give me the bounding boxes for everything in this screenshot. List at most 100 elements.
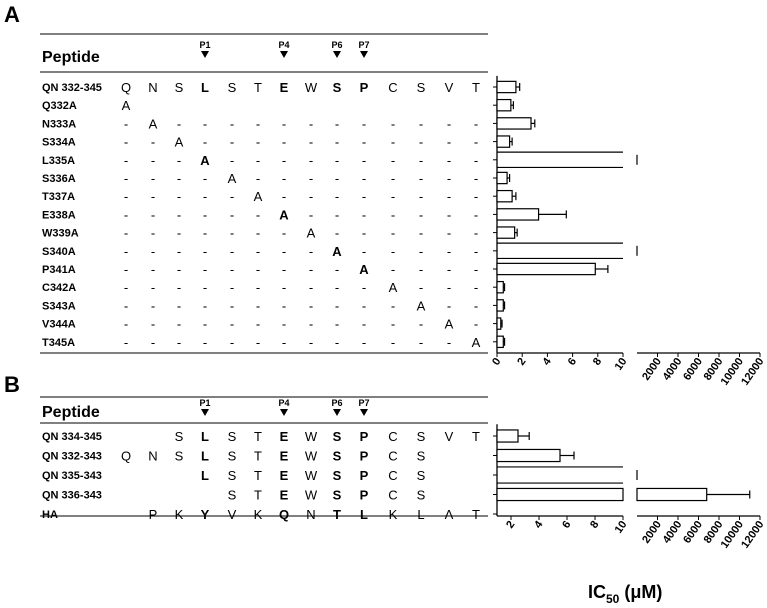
residue-cell: - xyxy=(335,116,339,131)
residue-cell: A xyxy=(149,116,158,131)
residue-cell: - xyxy=(447,244,451,259)
position-label: P1 xyxy=(199,398,210,408)
residue-cell: - xyxy=(335,207,339,222)
position-label: P6 xyxy=(331,398,342,408)
residue-cell: - xyxy=(447,171,451,186)
position-arrow-icon xyxy=(280,51,288,58)
residue-cell: - xyxy=(151,207,155,222)
residue-cell: - xyxy=(419,226,423,241)
residue-cell: - xyxy=(419,116,423,131)
x-tick-label: 2 xyxy=(515,356,528,368)
residue-cell: P xyxy=(360,488,369,503)
residue-cell: - xyxy=(230,298,234,313)
residue-cell: - xyxy=(151,171,155,186)
bar xyxy=(496,98,512,112)
residue-cell: - xyxy=(309,135,313,150)
residue-cell: - xyxy=(391,189,395,204)
residue-cell: - xyxy=(203,171,207,186)
row-label: QN 334-345 xyxy=(42,431,102,443)
residue-cell: - xyxy=(177,244,181,259)
residue-cell: - xyxy=(230,317,234,332)
residue-cell: S xyxy=(228,429,237,444)
row-label: Q332A xyxy=(42,100,77,112)
row-label: L335A xyxy=(42,155,75,167)
residue-cell: E xyxy=(280,429,289,444)
residue-cell: - xyxy=(474,226,478,241)
residue-cell: S xyxy=(333,429,342,444)
row-label: QN 332-345 xyxy=(42,82,102,94)
residue-cell: - xyxy=(282,116,286,131)
residue-cell: S xyxy=(175,449,184,464)
position-arrow-icon xyxy=(333,51,341,58)
residue-cell: - xyxy=(151,280,155,295)
residue-cell: - xyxy=(230,244,234,259)
bar xyxy=(496,117,532,130)
residue-cell: T xyxy=(254,488,262,503)
residue-cell: - xyxy=(230,207,234,222)
residue-cell: - xyxy=(282,135,286,150)
residue-cell: - xyxy=(151,298,155,313)
residue-cell: - xyxy=(230,335,234,350)
residue-cell: A xyxy=(307,226,316,241)
residue-cell: - xyxy=(256,171,260,186)
x-tick-label: 0 xyxy=(490,356,503,368)
panel-a-header: Peptide xyxy=(42,49,100,66)
residue-cell: - xyxy=(151,189,155,204)
residue-cell: - xyxy=(151,153,155,168)
residue-cell: - xyxy=(419,171,423,186)
residue-cell: T xyxy=(254,80,262,95)
residue-cell: - xyxy=(203,189,207,204)
residue-cell: - xyxy=(282,244,286,259)
row-label: S336A xyxy=(42,173,76,185)
residue-cell: - xyxy=(419,135,423,150)
residue-cell: - xyxy=(151,262,155,277)
residue-cell: - xyxy=(151,244,155,259)
residue-cell: V xyxy=(445,80,454,95)
residue-cell: - xyxy=(177,335,181,350)
position-label: P4 xyxy=(278,40,289,50)
residue-cell: - xyxy=(256,244,260,259)
residue-cell: - xyxy=(447,207,451,222)
residue-cell: C xyxy=(388,449,397,464)
residue-cell: - xyxy=(203,335,207,350)
residue-cell: - xyxy=(474,153,478,168)
residue-cell: - xyxy=(391,207,395,222)
bar xyxy=(496,262,596,276)
residue-cell: - xyxy=(282,153,286,168)
residue-cell: - xyxy=(151,335,155,350)
residue-cell: E xyxy=(280,80,289,95)
residue-cell: - xyxy=(256,298,260,313)
residue-cell: C xyxy=(388,429,397,444)
residue-cell: E xyxy=(280,449,289,464)
residue-cell: - xyxy=(335,262,339,277)
x-tick-label: 6000 xyxy=(681,519,705,546)
residue-cell: - xyxy=(447,298,451,313)
residue-cell: - xyxy=(309,189,313,204)
residue-cell: - xyxy=(230,116,234,131)
residue-cell: - xyxy=(282,171,286,186)
residue-cell: S xyxy=(175,80,184,95)
residue-cell: A xyxy=(228,171,237,186)
residue-cell: - xyxy=(419,317,423,332)
residue-cell: W xyxy=(305,429,318,444)
residue-cell: - xyxy=(362,116,366,131)
residue-cell: A xyxy=(445,507,454,522)
residue-cell: - xyxy=(391,116,395,131)
residue-cell: S xyxy=(333,488,342,503)
x-axis-label: IC50 (μM) xyxy=(588,582,662,606)
residue-cell: - xyxy=(474,135,478,150)
residue-cell: - xyxy=(177,317,181,332)
residue-cell: - xyxy=(419,335,423,350)
residue-cell: - xyxy=(151,226,155,241)
residue-cell: - xyxy=(362,280,366,295)
row-label: V344A xyxy=(42,319,76,331)
x-tick-label: 2000 xyxy=(640,519,664,546)
residue-cell: - xyxy=(124,135,128,150)
residue-cell: C xyxy=(388,468,397,483)
x-tick-label: 4 xyxy=(541,355,555,368)
residue-cell: - xyxy=(309,244,313,259)
residue-cell: - xyxy=(309,280,313,295)
residue-cell: - xyxy=(447,135,451,150)
residue-cell: - xyxy=(335,280,339,295)
